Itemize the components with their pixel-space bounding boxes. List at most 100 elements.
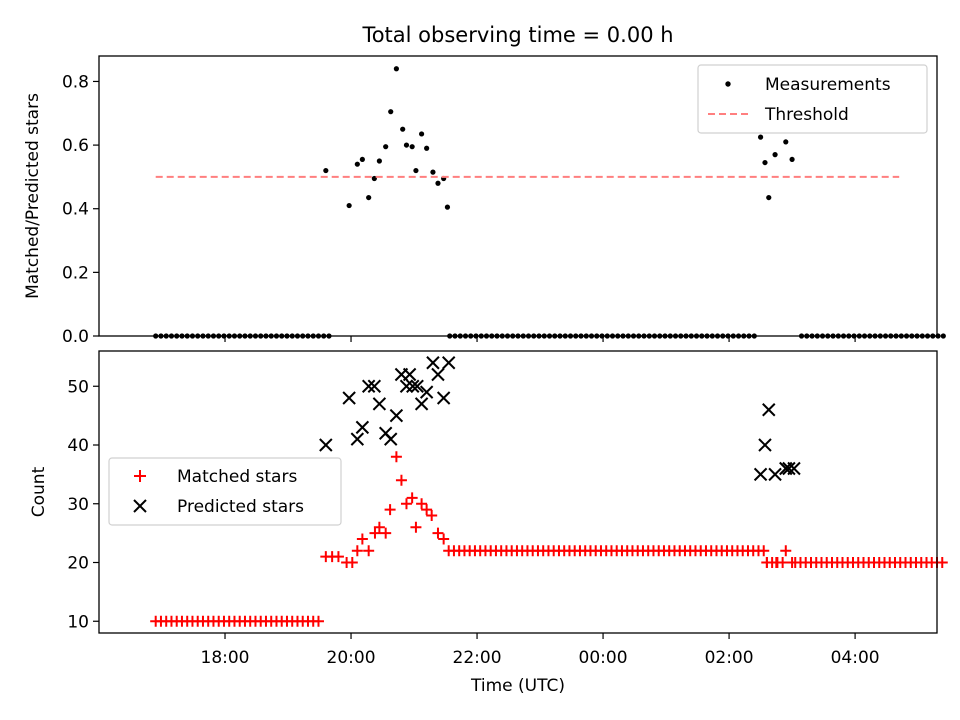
predicted-stars-point [350,432,365,446]
legend-measurements-marker [725,81,731,87]
legend-measurements-label: Measurements [765,75,891,95]
matched-stars-point [346,557,358,568]
predicted-stars-point [768,467,782,482]
predicted-stars-point [355,420,370,435]
count-panel: 10 20 30 40 50 18:00 20:00 22:00 00:00 02:00 04:0… [29,350,948,696]
measurements-point [359,156,365,163]
predicted-stars-point [399,379,414,393]
measurements-point [435,180,441,186]
matched-stars-point [410,521,422,533]
matched-stars-point [332,551,344,563]
matched-stars-baseline-point [758,545,770,557]
count-plot-marks [150,356,948,627]
y-tick-label: 10 [67,612,89,632]
ratio-y-axis-label: Matched/Predicted stars [23,93,43,299]
measurements-point [766,194,772,201]
predicted-stars-point [753,467,768,482]
measurements-point [393,66,399,72]
ratio-legend-box [697,64,928,134]
matched-stars-baseline-point [936,557,948,568]
predicted-stars-point [426,356,440,370]
predicted-stars-point [436,391,451,405]
matched-stars-point [390,451,402,463]
matched-stars-point [421,504,433,516]
predicted-stars-point [410,379,424,393]
measurements-point [789,156,795,163]
matched-stars-point [363,545,375,557]
count-legend-box [108,457,342,526]
measurements-point [424,145,430,151]
predicted-stars-point [384,432,398,446]
predicted-stars-point [758,438,772,452]
ratio-y-axis: 0.0 0.2 0.4 0.6 0.8 [62,72,99,347]
measurements-point [346,202,352,209]
matched-stars-point [384,504,396,516]
matched-stars-point [369,527,381,539]
x-axis-label: Time (UTC) [470,676,565,696]
y-tick-label: 20 [67,554,89,574]
matched-stars-point [432,527,444,539]
measurements-point [783,139,789,145]
matched-stars-point [786,557,798,568]
chart-title: Total observing time = 0.00 h [361,23,673,47]
count-plot-frame [98,350,938,634]
measurements-point [409,144,415,150]
matched-stars-point [406,492,418,504]
measurements-zero-point [940,333,946,339]
measurements-point [371,175,377,182]
predicted-stars-point [762,403,776,417]
count-x-axis: 18:00 20:00 22:00 00:00 02:00 04:00 [201,633,880,668]
ratio-legend: Measurements Threshold [697,64,928,134]
y-tick-label: 30 [67,495,89,515]
matched-stars-point [761,557,773,568]
predicted-stars-point [372,397,387,411]
predicted-stars-point [787,461,801,476]
matched-stars-point [356,533,368,545]
predicted-stars-point [782,461,796,476]
x-tick-label: 22:00 [453,648,502,668]
legend-predicted-marker [133,499,147,513]
count-y-axis-label: Count [29,466,49,517]
matched-stars-point [400,498,412,510]
count-y-axis: 10 20 30 40 50 [67,377,99,632]
measurements-point [757,134,764,140]
predicted-stars-point [414,397,429,411]
predicted-stars-point [419,385,434,399]
predicted-stars-point [406,379,420,393]
x-tick-label: 20:00 [327,648,376,668]
matched-stars-point [395,474,407,486]
matched-stars-point [426,510,438,521]
matched-stars-point [351,545,363,557]
measurements-point [388,109,394,115]
matched-stars-point [770,557,782,568]
matched-stars-baseline-point [312,615,324,627]
predicted-stars-point [367,379,382,393]
y-tick-label: 0.2 [62,263,89,283]
ratio-panel: 0.00.20.40.60.8 Matched/Predicted stars … [23,55,946,347]
predicted-stars-point [441,356,456,370]
measurements-point [430,169,436,175]
measurements-point [354,161,360,167]
measurements-point [772,152,778,158]
matched-stars-point [780,545,792,557]
legend-threshold-label: Threshold [764,105,849,125]
predicted-stars-point [402,367,417,382]
y-tick-label: 0.0 [62,327,89,347]
measurements-point [383,144,389,150]
ratio-plot-frame [98,55,938,337]
predicted-stars-point [389,408,404,423]
ratio-x-axis [224,336,856,342]
measurements-point [413,167,419,174]
matched-stars-point [373,521,385,533]
x-tick-label: 00:00 [579,648,628,668]
x-tick-label: 04:00 [831,648,880,668]
legend-matched-marker [134,470,146,482]
matched-stars-point [416,498,428,510]
y-tick-label: 0.4 [62,200,89,220]
matched-stars-point [438,533,450,545]
measurements-point [366,194,372,201]
count-legend: Matched stars Predicted stars [108,457,342,526]
measurements-point [323,167,329,174]
predicted-stars-point [431,367,445,382]
